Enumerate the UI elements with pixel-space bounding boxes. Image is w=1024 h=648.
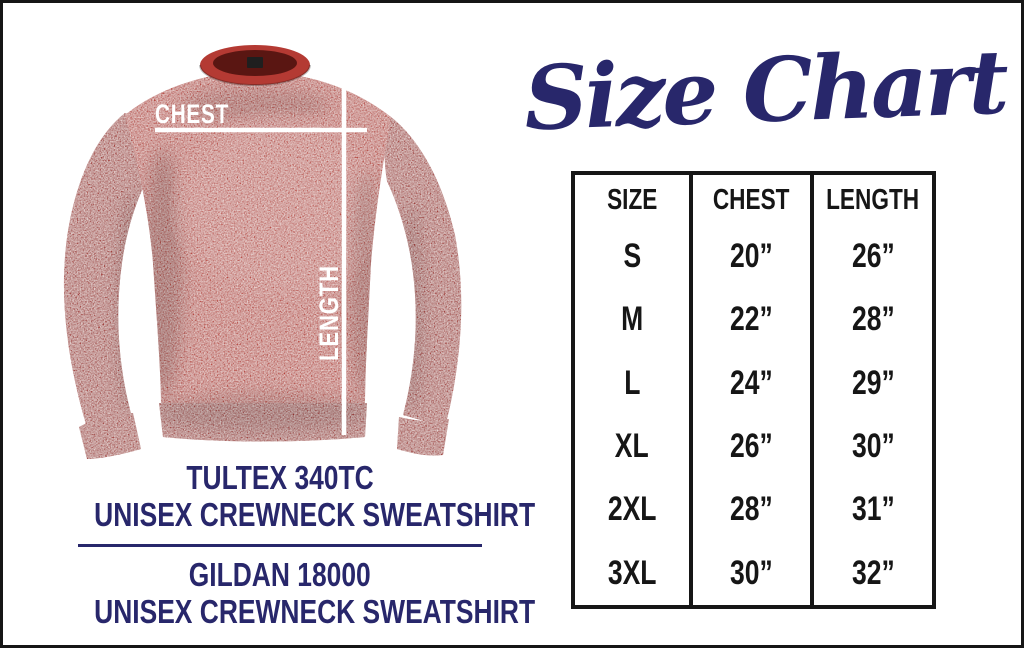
table-cell-length: 26”	[810, 225, 932, 289]
table-cell-length: 31”	[810, 478, 932, 542]
table-cell-chest: 24”	[689, 351, 810, 415]
product-name-line: TULTEX 340TC	[186, 459, 374, 496]
table-header-length: LENGTH	[810, 175, 932, 225]
table-cell-length: 29”	[810, 351, 932, 415]
size-chart-title: Size Chart	[522, 29, 1008, 151]
table-cell-length: 32”	[810, 541, 932, 605]
product-captions: TULTEX 340TC UNISEX CREWNECK SWEATSHIRT …	[39, 459, 536, 630]
table-cell-length: 30”	[810, 414, 932, 479]
table-cell-chest: 22”	[689, 288, 810, 352]
collar	[199, 45, 311, 86]
table-cell-chest: 20”	[689, 225, 810, 289]
table-cell-size: XL	[615, 427, 649, 466]
product-name-line: UNISEX CREWNECK SWEATSHIRT	[94, 593, 536, 630]
product-name-line: UNISEX CREWNECK SWEATSHIRT	[94, 496, 536, 533]
product-name-line: GILDAN 18000	[189, 556, 371, 593]
caption-divider	[78, 544, 482, 547]
table-cell-size: 3XL	[607, 553, 657, 592]
table-header-size: SIZE	[606, 183, 658, 216]
right-sleeve	[384, 117, 462, 427]
sweatshirt-image: CHEST LENGTH	[63, 45, 462, 459]
size-table: SIZE CHEST LENGTH S 20” 26” M 22” 28” L …	[571, 171, 936, 609]
table-cell-length: 28”	[810, 288, 932, 352]
neck-tag	[247, 57, 263, 68]
table-cell-size: S	[623, 237, 641, 276]
table-cell-size: 2XL	[607, 490, 657, 529]
table-cell-chest: 30”	[689, 541, 810, 605]
chest-label: CHEST	[155, 99, 229, 129]
right-cuff	[397, 417, 449, 456]
length-label: LENGTH	[314, 265, 344, 361]
table-cell-chest: 26”	[689, 414, 810, 479]
table-header-chest: CHEST	[689, 175, 810, 225]
table-cell-size: L	[623, 363, 641, 402]
table-cell-size: M	[620, 300, 644, 339]
measurement-overlay: CHEST LENGTH	[155, 75, 367, 435]
table-cell-chest: 28”	[689, 478, 810, 542]
